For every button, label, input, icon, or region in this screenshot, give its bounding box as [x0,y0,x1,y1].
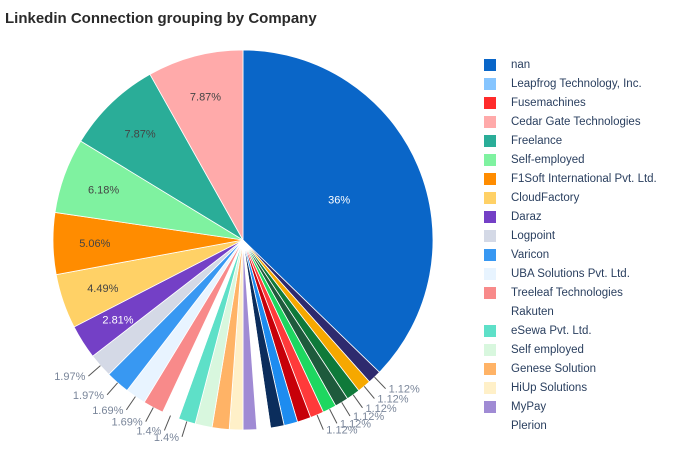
slice-outside-label: 1.12% [389,384,420,396]
legend-label: Self employed [511,343,584,356]
slice-label: 2.81% [102,315,133,327]
legend-item[interactable]: Treeleaf Technologies [484,283,657,302]
legend-swatch [484,58,496,71]
slice-leader-line [352,394,363,409]
slice-outside-label: 1.12% [326,425,357,437]
legend-item[interactable]: Logpoint [484,226,657,245]
legend-label: MyPay [511,400,547,413]
slice-leader-line [363,385,375,399]
slice-outside-label: 1.4% [136,425,161,437]
legend-item[interactable]: HiUp Solutions [484,378,657,397]
legend-swatch [484,305,496,318]
legend-swatch [484,191,496,204]
legend-label: Treeleaf Technologies [511,286,623,299]
legend-swatch [484,248,496,261]
legend-swatch [484,115,496,128]
legend-label: UBA Solutions Pvt. Ltd. [511,267,630,280]
legend-item[interactable]: Leapfrog Technology, Inc. [484,74,657,93]
slice-outside-label: 1.69% [92,405,123,417]
legend-swatch [484,96,496,109]
legend-label: Varicon [511,248,550,261]
legend-swatch [484,362,496,375]
slice-outside-label: 1.4% [154,432,179,444]
legend-label: Daraz [511,210,542,223]
legend-swatch [484,419,496,432]
legend-label: CloudFactory [511,191,580,204]
legend-label: Logpoint [511,229,556,242]
legend-label: Freelance [511,134,563,147]
legend-swatch [484,210,496,223]
legend-swatch [484,153,496,166]
chart-title: Linkedin Connection grouping by Company [5,10,317,27]
slice-outside-label: 1.12% [377,394,408,406]
slice-label: 5.06% [79,238,110,250]
legend-swatch [484,324,496,337]
slice-leader-line [341,402,351,417]
slice-leader-line [145,407,154,422]
slice-outside-label: 1.97% [73,390,104,402]
legend-swatch [484,381,496,394]
slice-outside-label: 1.12% [340,418,371,430]
slice-leader-line [125,396,136,411]
slice-label: 4.49% [87,283,118,295]
legend-label: F1Soft International Pvt. Ltd. [511,172,657,185]
legend-label: nan [511,58,531,71]
legend-item[interactable]: Rakuten [484,302,657,321]
legend-item[interactable]: Freelance [484,131,657,150]
legend-item[interactable]: UBA Solutions Pvt. Ltd. [484,264,657,283]
slice-label: 6.18% [88,185,119,197]
slice-outside-label: 1.69% [111,417,142,429]
slice-leader-line [88,365,101,377]
legend-swatch [484,134,496,147]
legend-swatch [484,267,496,280]
legend-item[interactable]: Self employed [484,340,657,359]
legend-label: Cedar Gate Technologies [511,115,641,128]
slice-label: 7.87% [190,92,221,104]
legend-label: Plerion [511,419,547,432]
slice-outside-label: 1.12% [366,403,397,415]
slice-label: 36% [328,194,350,206]
legend-item[interactable]: Varicon [484,245,657,264]
slice-outside-label: 1.12% [353,411,384,423]
slice-leader-line [374,376,386,390]
legend-label: Fusemachines [511,96,586,109]
legend-item[interactable]: Cedar Gate Technologies [484,112,657,131]
legend-label: Self-employed [511,153,585,166]
pie-slice-self-employed-25[interactable] [80,73,245,242]
legend-swatch [484,400,496,413]
legend-swatch [484,77,496,90]
pie-slice-nan-0[interactable] [242,49,434,373]
legend-item[interactable]: CloudFactory [484,188,657,207]
slice-leader-line [163,415,171,431]
legend-label: eSewa Pvt. Ltd. [511,324,592,337]
slice-leader-line [181,421,188,437]
legend-item[interactable]: Daraz [484,207,657,226]
slice-label: 7.87% [124,128,155,140]
legend-item[interactable]: Self-employed [484,150,657,169]
legend-item[interactable]: eSewa Pvt. Ltd. [484,321,657,340]
legend-item[interactable]: Genese Solution [484,359,657,378]
legend-swatch [484,343,496,356]
legend-swatch [484,229,496,242]
legend-item[interactable]: Fusemachines [484,93,657,112]
slice-outside-label: 1.97% [54,371,85,383]
legend-label: HiUp Solutions [511,381,588,394]
legend-label: Rakuten [511,305,554,318]
legend-item[interactable]: F1Soft International Pvt. Ltd. [484,169,657,188]
slice-leader-line [329,408,338,424]
slice-leader-line [106,382,118,396]
legend-item[interactable]: nan [484,55,657,74]
slice-leader-line [316,414,324,430]
legend-label: Genese Solution [511,362,597,375]
legend: nan Leapfrog Technology, Inc. Fusemachines… [484,55,657,435]
legend-item[interactable]: Plerion [484,416,657,435]
legend-swatch [484,286,496,299]
pie-slice-esewa-pvt-ltd-26[interactable] [149,49,244,242]
legend-item[interactable]: MyPay [484,397,657,416]
legend-label: Leapfrog Technology, Inc. [511,77,642,90]
legend-swatch [484,172,496,185]
